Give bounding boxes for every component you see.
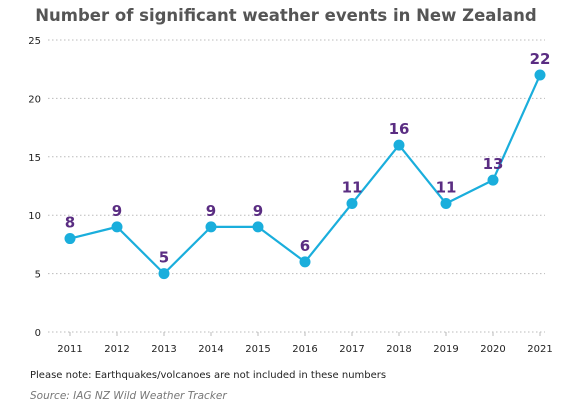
y-tick-label: 5 xyxy=(35,270,41,281)
x-tick-label: 2021 xyxy=(527,344,552,355)
data-point xyxy=(487,174,499,186)
data-point xyxy=(252,221,264,233)
data-point xyxy=(205,221,217,233)
x-tick-label: 2011 xyxy=(57,344,82,355)
data-point xyxy=(346,198,358,210)
data-label: 22 xyxy=(530,50,551,68)
data-point xyxy=(534,69,546,81)
data-label: 9 xyxy=(253,202,263,220)
data-point xyxy=(111,221,123,233)
y-tick-label: 0 xyxy=(35,328,41,339)
data-label: 11 xyxy=(342,179,363,197)
x-tick-label: 2018 xyxy=(386,344,411,355)
data-point xyxy=(158,268,170,280)
data-label: 9 xyxy=(112,202,122,220)
data-label: 8 xyxy=(65,214,75,232)
y-tick-label: 25 xyxy=(28,36,41,47)
data-label: 6 xyxy=(300,237,310,255)
data-label: 5 xyxy=(159,249,169,267)
x-tick-label: 2017 xyxy=(339,344,364,355)
data-label: 11 xyxy=(436,179,457,197)
footnote: Please note: Earthquakes/volcanoes are n… xyxy=(30,370,387,381)
data-point xyxy=(440,198,452,210)
y-tick-label: 10 xyxy=(28,211,41,222)
x-tick-label: 2013 xyxy=(151,344,176,355)
data-label: 9 xyxy=(206,202,216,220)
x-tick-label: 2015 xyxy=(245,344,270,355)
x-tick-label: 2012 xyxy=(104,344,129,355)
data-point xyxy=(393,139,405,151)
x-tick-label: 2016 xyxy=(292,344,317,355)
x-tick-label: 2020 xyxy=(480,344,505,355)
data-point xyxy=(64,233,76,245)
chart-title: Number of significant weather events in … xyxy=(35,6,537,25)
y-tick-label: 20 xyxy=(28,94,41,105)
y-tick-label: 15 xyxy=(28,153,41,164)
data-point xyxy=(299,256,311,268)
data-label: 13 xyxy=(483,155,504,173)
source-caption: Source: IAG NZ Wild Weather Tracker xyxy=(30,390,227,402)
x-tick-label: 2019 xyxy=(433,344,458,355)
x-tick-label: 2014 xyxy=(198,344,223,355)
data-label: 16 xyxy=(389,120,410,138)
